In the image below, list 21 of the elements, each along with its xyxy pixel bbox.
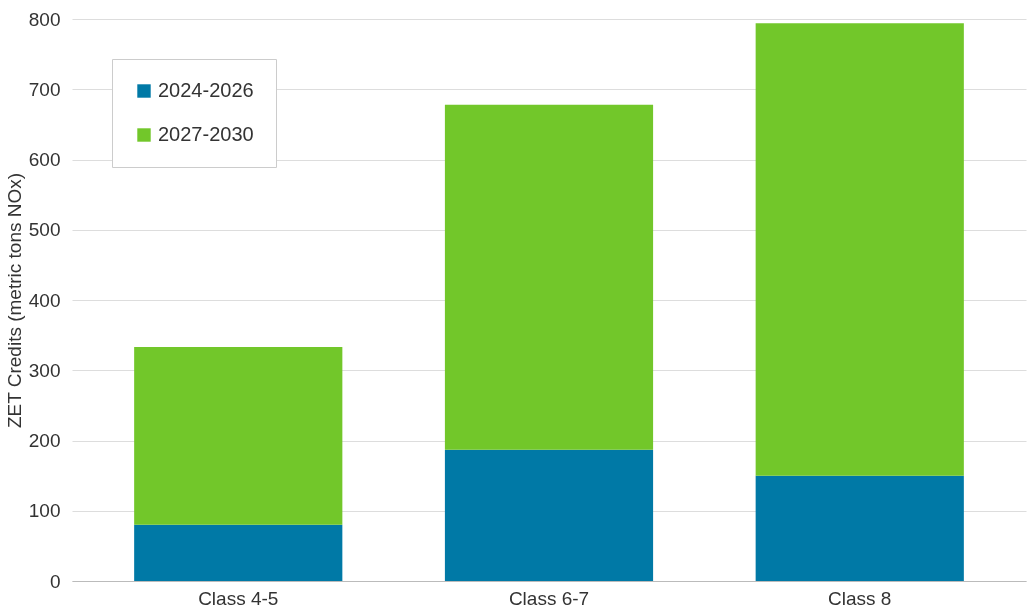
bar: [755, 475, 964, 581]
bar: [444, 104, 654, 450]
y-axis-title: ZET Credits (metric tons NOx): [3, 172, 25, 429]
x-tick-label: Class 4-5: [198, 587, 279, 609]
bar: [444, 449, 654, 581]
y-tick-label: 100: [28, 500, 61, 522]
y-tick-label: 500: [28, 219, 61, 241]
y-tick-label: 200: [28, 430, 61, 451]
y-tick-label: 400: [28, 289, 61, 311]
y-tick-label: 800: [28, 8, 61, 30]
bar: [134, 347, 343, 525]
y-tick-label: 600: [28, 149, 61, 170]
legend-label: 2024-2026: [158, 79, 254, 101]
y-tick-label: 700: [28, 78, 61, 100]
x-tick-label: Class 8: [828, 587, 892, 609]
y-tick-label: 300: [28, 359, 61, 381]
bar: [134, 524, 343, 581]
y-tick-label: 0: [49, 570, 61, 592]
bar: [755, 23, 964, 476]
legend-label: 2027-2030: [158, 123, 254, 145]
x-tick-label: Class 6-7: [508, 587, 590, 609]
